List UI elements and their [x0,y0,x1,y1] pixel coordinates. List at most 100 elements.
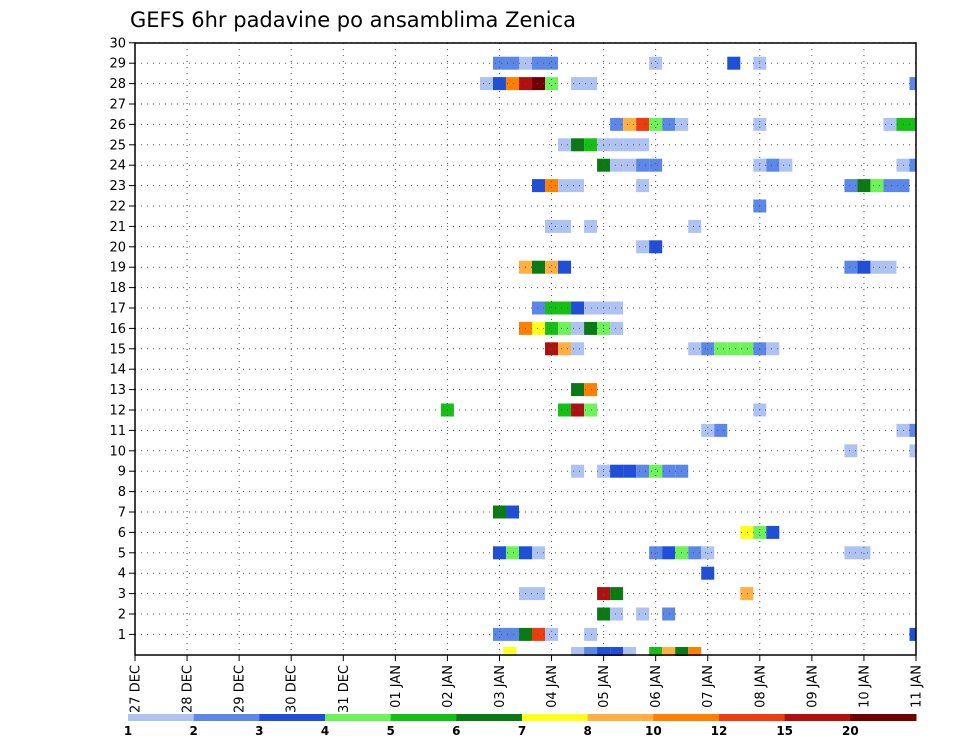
heatmap-cell [623,138,637,152]
heatmap-cell [505,546,519,560]
legend-label: 4 [321,724,329,738]
heatmap-cell [649,240,663,254]
heatmap-cell [558,138,572,152]
legend-swatch [390,714,457,721]
legend-label: 15 [776,724,793,738]
heatmap-cell [636,179,650,193]
x-tick-label: 07 JAN [701,665,716,708]
x-tick-label: 27 DEC [129,665,144,713]
heatmap-cell [662,546,676,560]
y-tick-label: 1 [118,628,126,643]
heatmap-cell [636,158,650,172]
heatmap-cell [571,301,585,315]
heatmap-cell [532,321,546,335]
y-tick-label: 17 [109,302,126,317]
heatmap-cell [558,219,572,233]
heatmap-cell [623,647,637,656]
heatmap-cell [610,158,624,172]
y-tick-label: 19 [109,261,126,276]
heatmap-cell [545,219,559,233]
x-tick-label: 31 DEC [337,665,352,713]
y-tick-label: 25 [109,138,126,153]
heatmap-cell [545,627,559,641]
heatmap-cell [532,546,546,560]
heatmap-cell [532,56,546,70]
heatmap-cell [883,117,897,131]
x-tick-label: 09 JAN [805,665,820,708]
heatmap-cell [688,647,702,656]
heatmap-cell [545,77,559,91]
legend-label: 5 [386,724,394,738]
y-tick-label: 14 [109,363,126,378]
y-tick-label: 26 [109,118,126,133]
heatmap-cell [584,647,598,656]
heatmap-cell [636,117,650,131]
heatmap-cell [714,423,728,437]
legend-swatch [719,714,786,721]
heatmap-cell [532,587,546,601]
heatmap-cell [571,464,585,478]
heatmap-cell [857,260,871,274]
heatmap-cell [896,158,910,172]
heatmap-cell [649,546,663,560]
heatmap-cell [571,179,585,193]
heatmap-cell [545,321,559,335]
heatmap-cell [727,342,741,356]
heatmap-cell [688,342,702,356]
heatmap-cell [636,138,650,152]
color-legend: 1 2 3 4 5 6 7 8 10 12 15 20 [124,714,917,738]
legend-label: 2 [189,724,197,738]
y-axis: 1234567891011121314151617181920212223242… [109,36,135,643]
heatmap-cell [636,607,650,621]
heatmap-cell [597,647,611,656]
heatmap-cell [649,117,663,131]
heatmap-cell [662,647,676,656]
x-axis: 27 DEC 28 DEC 29 DEC 30 DEC 31 DEC 01 JAN 02 J… [129,655,925,713]
heatmap-cell [571,383,585,397]
y-tick-label: 30 [109,36,126,51]
heatmap-cell [649,647,663,656]
heatmap-cell [584,138,598,152]
y-tick-label: 29 [109,57,126,72]
heatmap-cell [623,158,637,172]
y-tick-label: 28 [109,77,126,92]
y-tick-label: 9 [118,465,126,480]
y-tick-label: 16 [109,322,126,337]
y-tick-label: 6 [118,526,126,541]
heatmap-cell [610,587,624,601]
y-tick-label: 27 [109,98,126,113]
heatmap-cell [701,546,715,560]
heatmap-cell [492,627,506,641]
x-tick-label: 05 JAN [597,665,612,708]
heatmap-cell [558,260,572,274]
heatmap-cell [610,464,624,478]
heatmap-cell [505,627,519,641]
chart-title: GEFS 6hr padavine po ansamblima Zenica [130,8,576,32]
heatmap-cell [503,647,517,656]
y-tick-label: 4 [118,567,126,582]
heatmap-cell [492,56,506,70]
heatmap-cell [701,423,715,437]
heatmap-cell [584,77,598,91]
heatmap-cell [545,260,559,274]
heatmap-cell [688,219,702,233]
heatmap-cell [844,444,858,458]
legend-swatch [784,714,851,721]
heatmap-cell [610,321,624,335]
heatmap-cell [545,56,559,70]
heatmap-cell [870,179,884,193]
heatmap-cell [883,260,897,274]
heatmap-cell [610,138,624,152]
heatmap-cell [909,423,916,437]
legend-label: 6 [452,724,460,738]
heatmap-cell [740,525,754,539]
legend-swatch [522,714,589,721]
heatmap-cell [779,158,793,172]
y-tick-label: 15 [109,342,126,357]
y-tick-label: 11 [109,424,126,439]
heatmap-cell [649,464,663,478]
y-tick-label: 24 [109,159,126,174]
heatmap-cell [727,56,741,70]
heatmap-cell [766,158,780,172]
legend-label: 8 [583,724,591,738]
